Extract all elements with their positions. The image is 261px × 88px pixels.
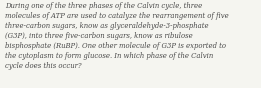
Text: During one of the three phases of the Calvin cycle, three
molecules of ATP are u: During one of the three phases of the Ca… [5, 2, 228, 70]
